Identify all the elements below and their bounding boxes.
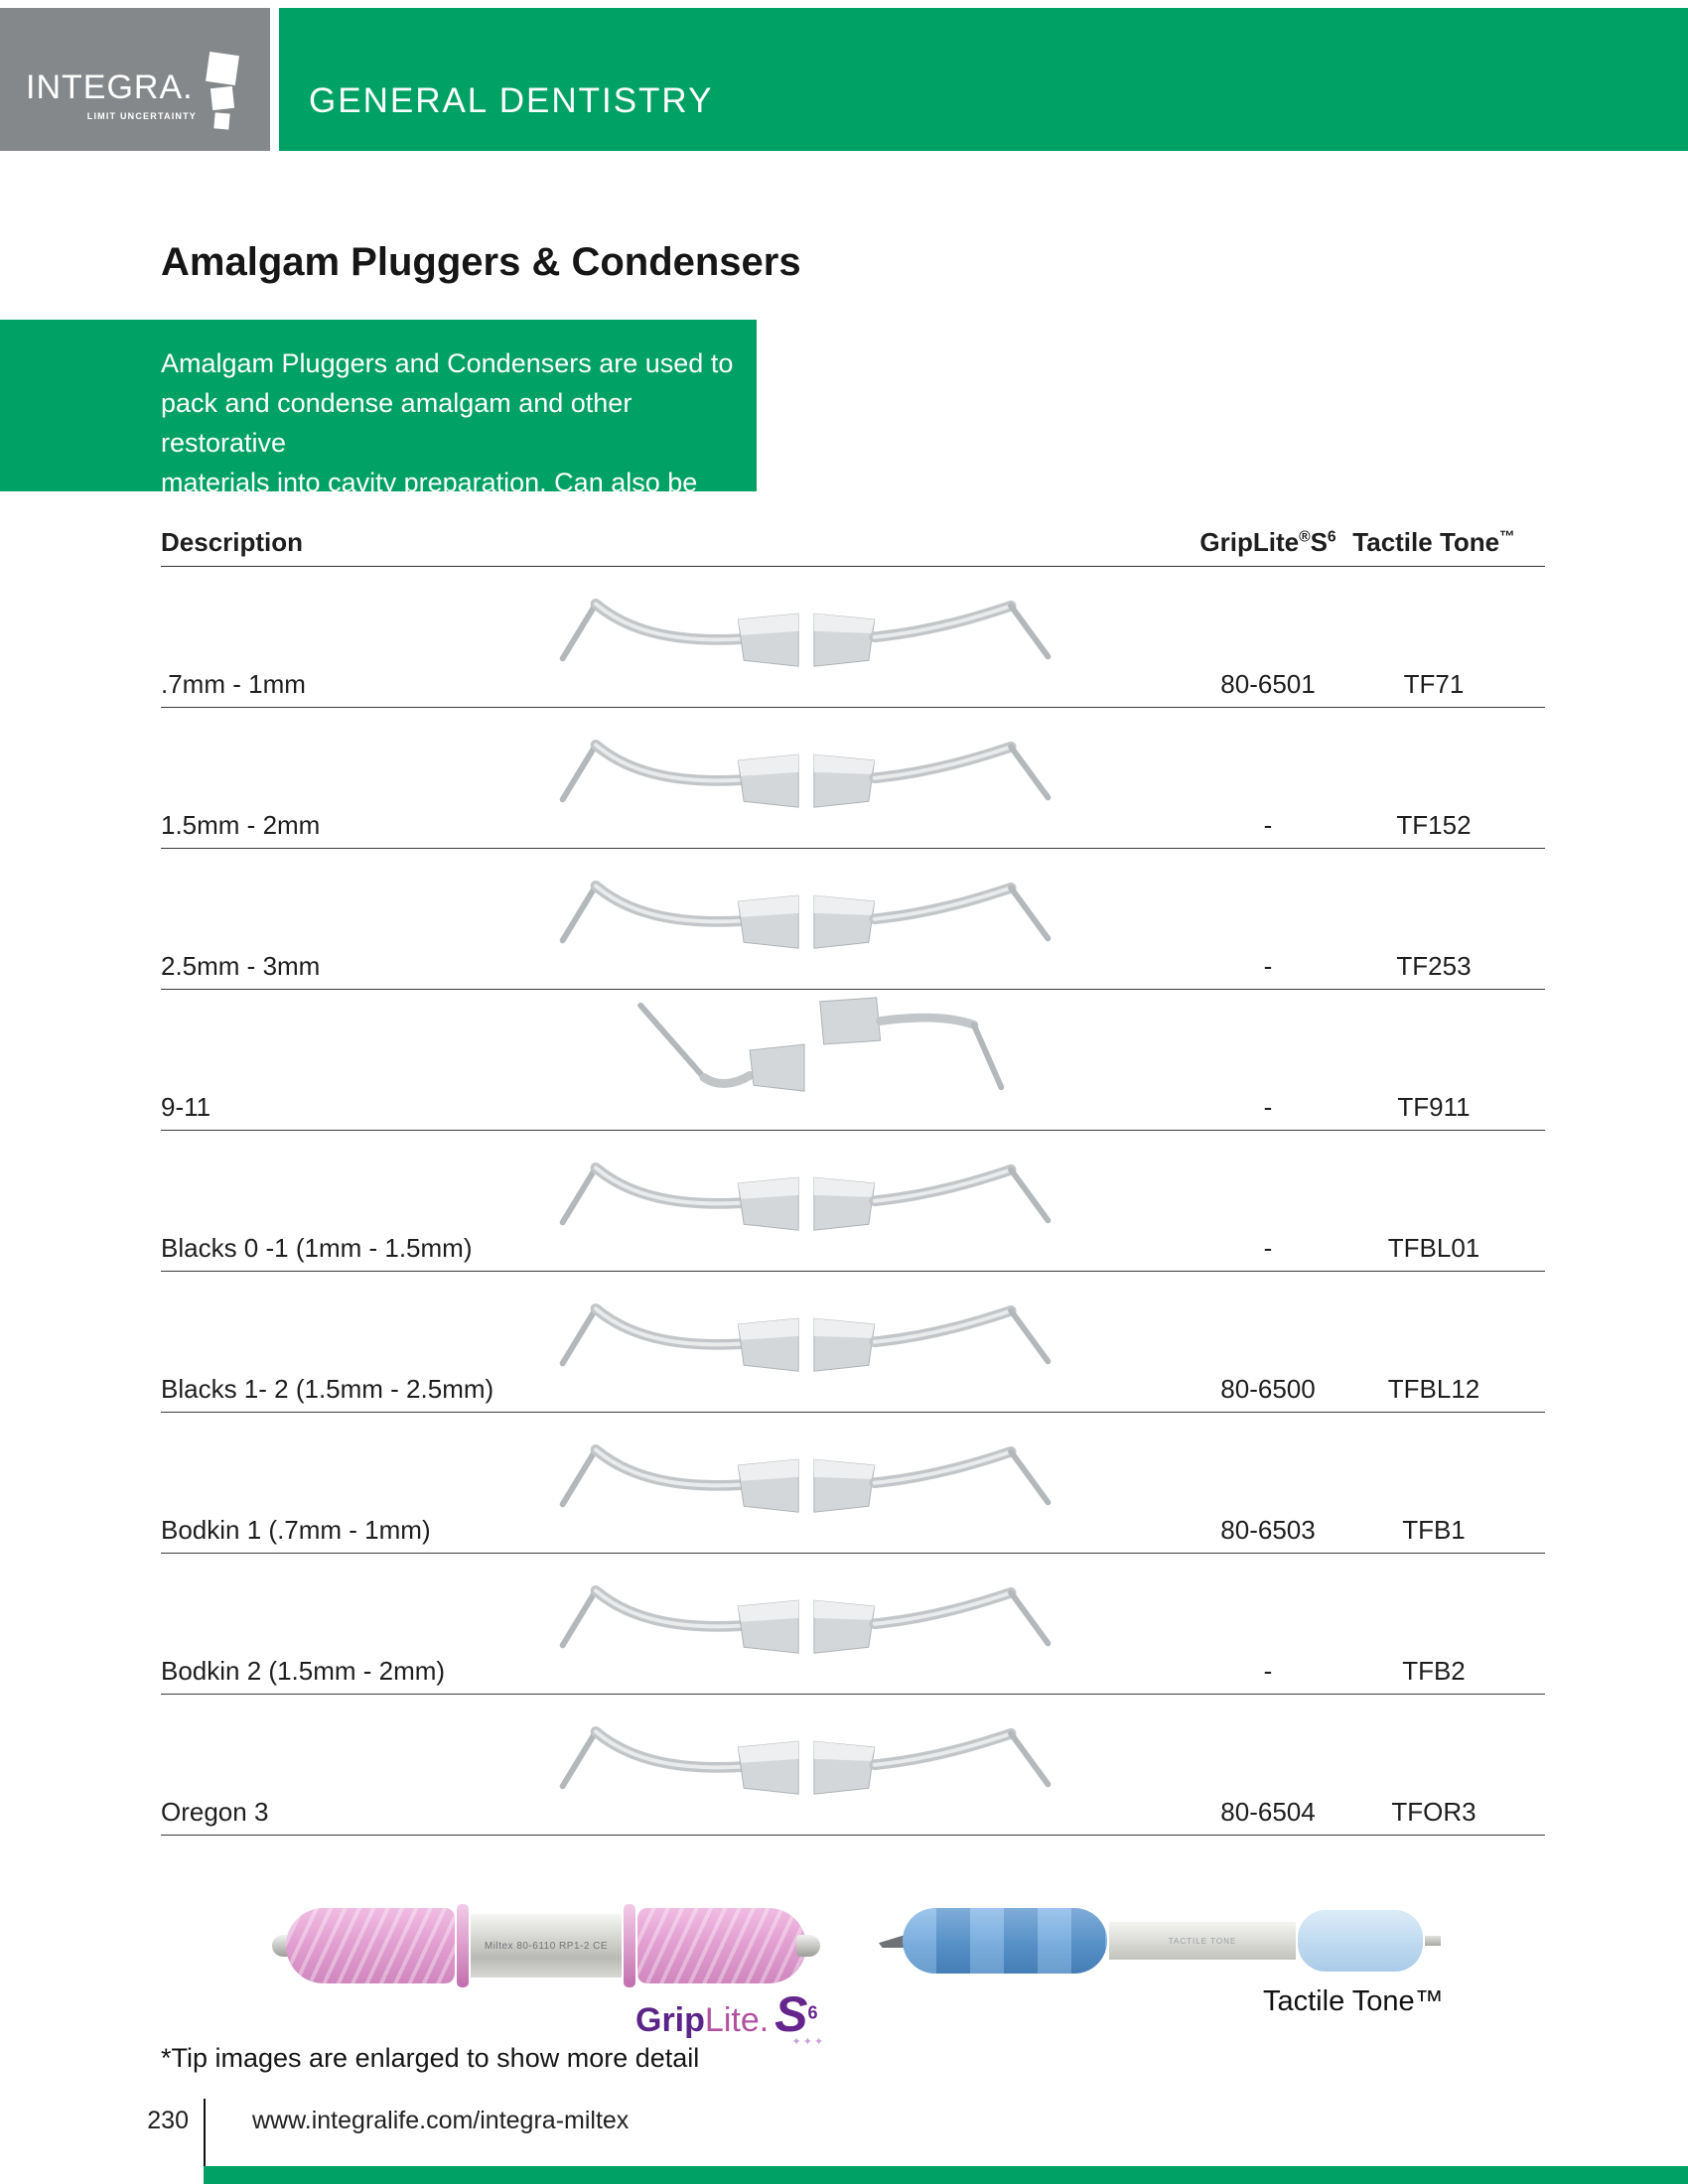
table-row: Blacks 1- 2 (1.5mm - 2.5mm) 80-6500 TFBL…	[161, 1272, 1545, 1413]
website-link[interactable]: www.integralife.com/integra-miltex	[252, 2107, 630, 2134]
row-description: 2.5mm - 3mm	[161, 951, 321, 981]
handle-tip	[796, 1935, 820, 1957]
row-tactile-code: TFBL12	[1387, 1374, 1480, 1404]
handle-barrel: Miltex 80-6110 RP1-2 CE	[471, 1914, 622, 1978]
table-row: Bodkin 2 (1.5mm - 2mm) - TFB2	[161, 1554, 1545, 1695]
row-tactile-code: TF152	[1396, 810, 1472, 840]
row-tactile-code: TFOR3	[1391, 1797, 1477, 1827]
table-row: 9-11 - TF911	[161, 990, 1545, 1131]
integra-squares-icon	[206, 52, 239, 130]
sparkles-icon: ✦✦✦	[791, 2036, 826, 2048]
tactile-tone-handle-photo: TACTILE TONE	[879, 1906, 1441, 1976]
section-banner: GENERAL DENTISTRY	[279, 8, 1688, 151]
row-description: .7mm - 1mm	[161, 669, 306, 699]
row-griplite-code: -	[1263, 1092, 1273, 1122]
page-number: 230	[147, 2107, 189, 2134]
double-ended-plugger-image	[559, 598, 1052, 667]
description-text: Amalgam Pluggers and Condensers are used…	[161, 348, 734, 577]
row-tactile-code: TFBL01	[1387, 1233, 1480, 1263]
handle-ring	[457, 1904, 469, 1987]
instrument-photo	[489, 1558, 1124, 1663]
handle-engraving: TACTILE TONE	[1168, 1936, 1237, 1946]
table-row: .7mm - 1mm 80-6501 TF71	[161, 567, 1545, 708]
bottom-green-bar	[204, 2166, 1688, 2184]
instrument-photo	[489, 1135, 1124, 1240]
handle-shaft: TACTILE TONE	[1109, 1922, 1296, 1960]
table-header: Description GripLite®S6 Tactile Tone™	[161, 514, 1545, 567]
row-griplite-code: 80-6501	[1220, 669, 1316, 699]
double-ended-plugger-image	[559, 1302, 1052, 1372]
blue-grip-left	[903, 1908, 1107, 1974]
tip-footnote: *Tip images are enlarged to show more de…	[161, 2043, 700, 2073]
row-griplite-code: 80-6504	[1220, 1797, 1316, 1827]
row-griplite-code: 80-6503	[1220, 1515, 1316, 1545]
page-title: Amalgam Pluggers & Condensers	[161, 240, 801, 284]
double-ended-plugger-image	[559, 1161, 1052, 1231]
double-ended-plugger-image	[559, 739, 1052, 808]
product-table: Description GripLite®S6 Tactile Tone™	[161, 514, 1545, 1836]
griplite-handle-photo: Miltex 80-6110 RP1-2 CE	[272, 1904, 820, 1987]
row-description: Oregon 3	[161, 1797, 269, 1827]
column-header-tactile-tone: Tactile Tone™	[1352, 527, 1515, 557]
handle-tip	[1425, 1936, 1441, 1946]
instrument-photo	[489, 853, 1124, 958]
angled-plugger-image	[637, 997, 1005, 1092]
row-description: Blacks 0 -1 (1mm - 1.5mm)	[161, 1233, 473, 1263]
instrument-photo	[489, 1276, 1124, 1381]
row-tactile-code: TFB1	[1402, 1515, 1466, 1545]
instrument-photo	[489, 1417, 1124, 1522]
tactile-tone-label: Tactile Tone™	[1263, 1985, 1444, 2017]
integra-logo-box: INTEGRA. LIMIT UNCERTAINTY	[0, 8, 270, 151]
handle-engraving: Miltex 80-6110 RP1-2 CE	[484, 1940, 609, 1952]
table-row: Blacks 0 -1 (1mm - 1.5mm) - TFBL01	[161, 1131, 1545, 1272]
row-griplite-code: -	[1263, 951, 1273, 981]
row-description: Blacks 1- 2 (1.5mm - 2.5mm)	[161, 1374, 494, 1404]
row-griplite-code: 80-6500	[1220, 1374, 1316, 1404]
double-ended-plugger-image	[559, 1584, 1052, 1654]
description-box: Amalgam Pluggers and Condensers are used…	[0, 320, 757, 577]
table-body: .7mm - 1mm 80-6501 TF71	[161, 567, 1545, 1836]
row-tactile-code: TFB2	[1402, 1656, 1466, 1686]
column-header-description: Description	[161, 527, 304, 557]
column-header-griplite: GripLite®S6	[1199, 527, 1336, 557]
row-tactile-code: TF911	[1397, 1092, 1471, 1122]
footer-divider	[204, 2099, 206, 2184]
section-banner-label: GENERAL DENTISTRY	[309, 81, 714, 120]
blue-grip-right	[1298, 1910, 1423, 1972]
integra-tagline: LIMIT UNCERTAINTY	[86, 111, 197, 121]
row-griplite-code: -	[1263, 1233, 1273, 1263]
row-griplite-code: -	[1263, 1656, 1273, 1686]
row-description: 9-11	[161, 1092, 211, 1122]
griplite-logo: GripLite. S6✦✦✦	[635, 1986, 826, 2048]
row-griplite-code: -	[1263, 810, 1273, 840]
instrument-photo	[489, 712, 1124, 817]
table-row: Bodkin 1 (.7mm - 1mm) 80-6503 TFB1	[161, 1413, 1545, 1554]
row-description: 1.5mm - 2mm	[161, 810, 321, 840]
instrument-photo	[489, 1699, 1124, 1804]
double-ended-plugger-image	[559, 1443, 1052, 1513]
double-ended-plugger-image	[559, 880, 1052, 949]
instrument-photo	[489, 994, 1124, 1099]
table-row: 1.5mm - 2mm - TF152	[161, 708, 1545, 849]
pink-grip-right	[637, 1908, 806, 1983]
row-description: Bodkin 2 (1.5mm - 2mm)	[161, 1656, 446, 1686]
row-description: Bodkin 1 (.7mm - 1mm)	[161, 1515, 431, 1545]
handle-ring	[624, 1904, 635, 1987]
instrument-photo	[489, 571, 1124, 676]
table-row: Oregon 3 80-6504 TFOR3	[161, 1695, 1545, 1836]
row-tactile-code: TF253	[1396, 951, 1472, 981]
integra-brand-text: INTEGRA.	[26, 68, 194, 106]
double-ended-plugger-image	[559, 1725, 1052, 1795]
table-row: 2.5mm - 3mm - TF253	[161, 849, 1545, 990]
row-tactile-code: TF71	[1403, 669, 1465, 699]
pink-grip-left	[286, 1908, 455, 1983]
